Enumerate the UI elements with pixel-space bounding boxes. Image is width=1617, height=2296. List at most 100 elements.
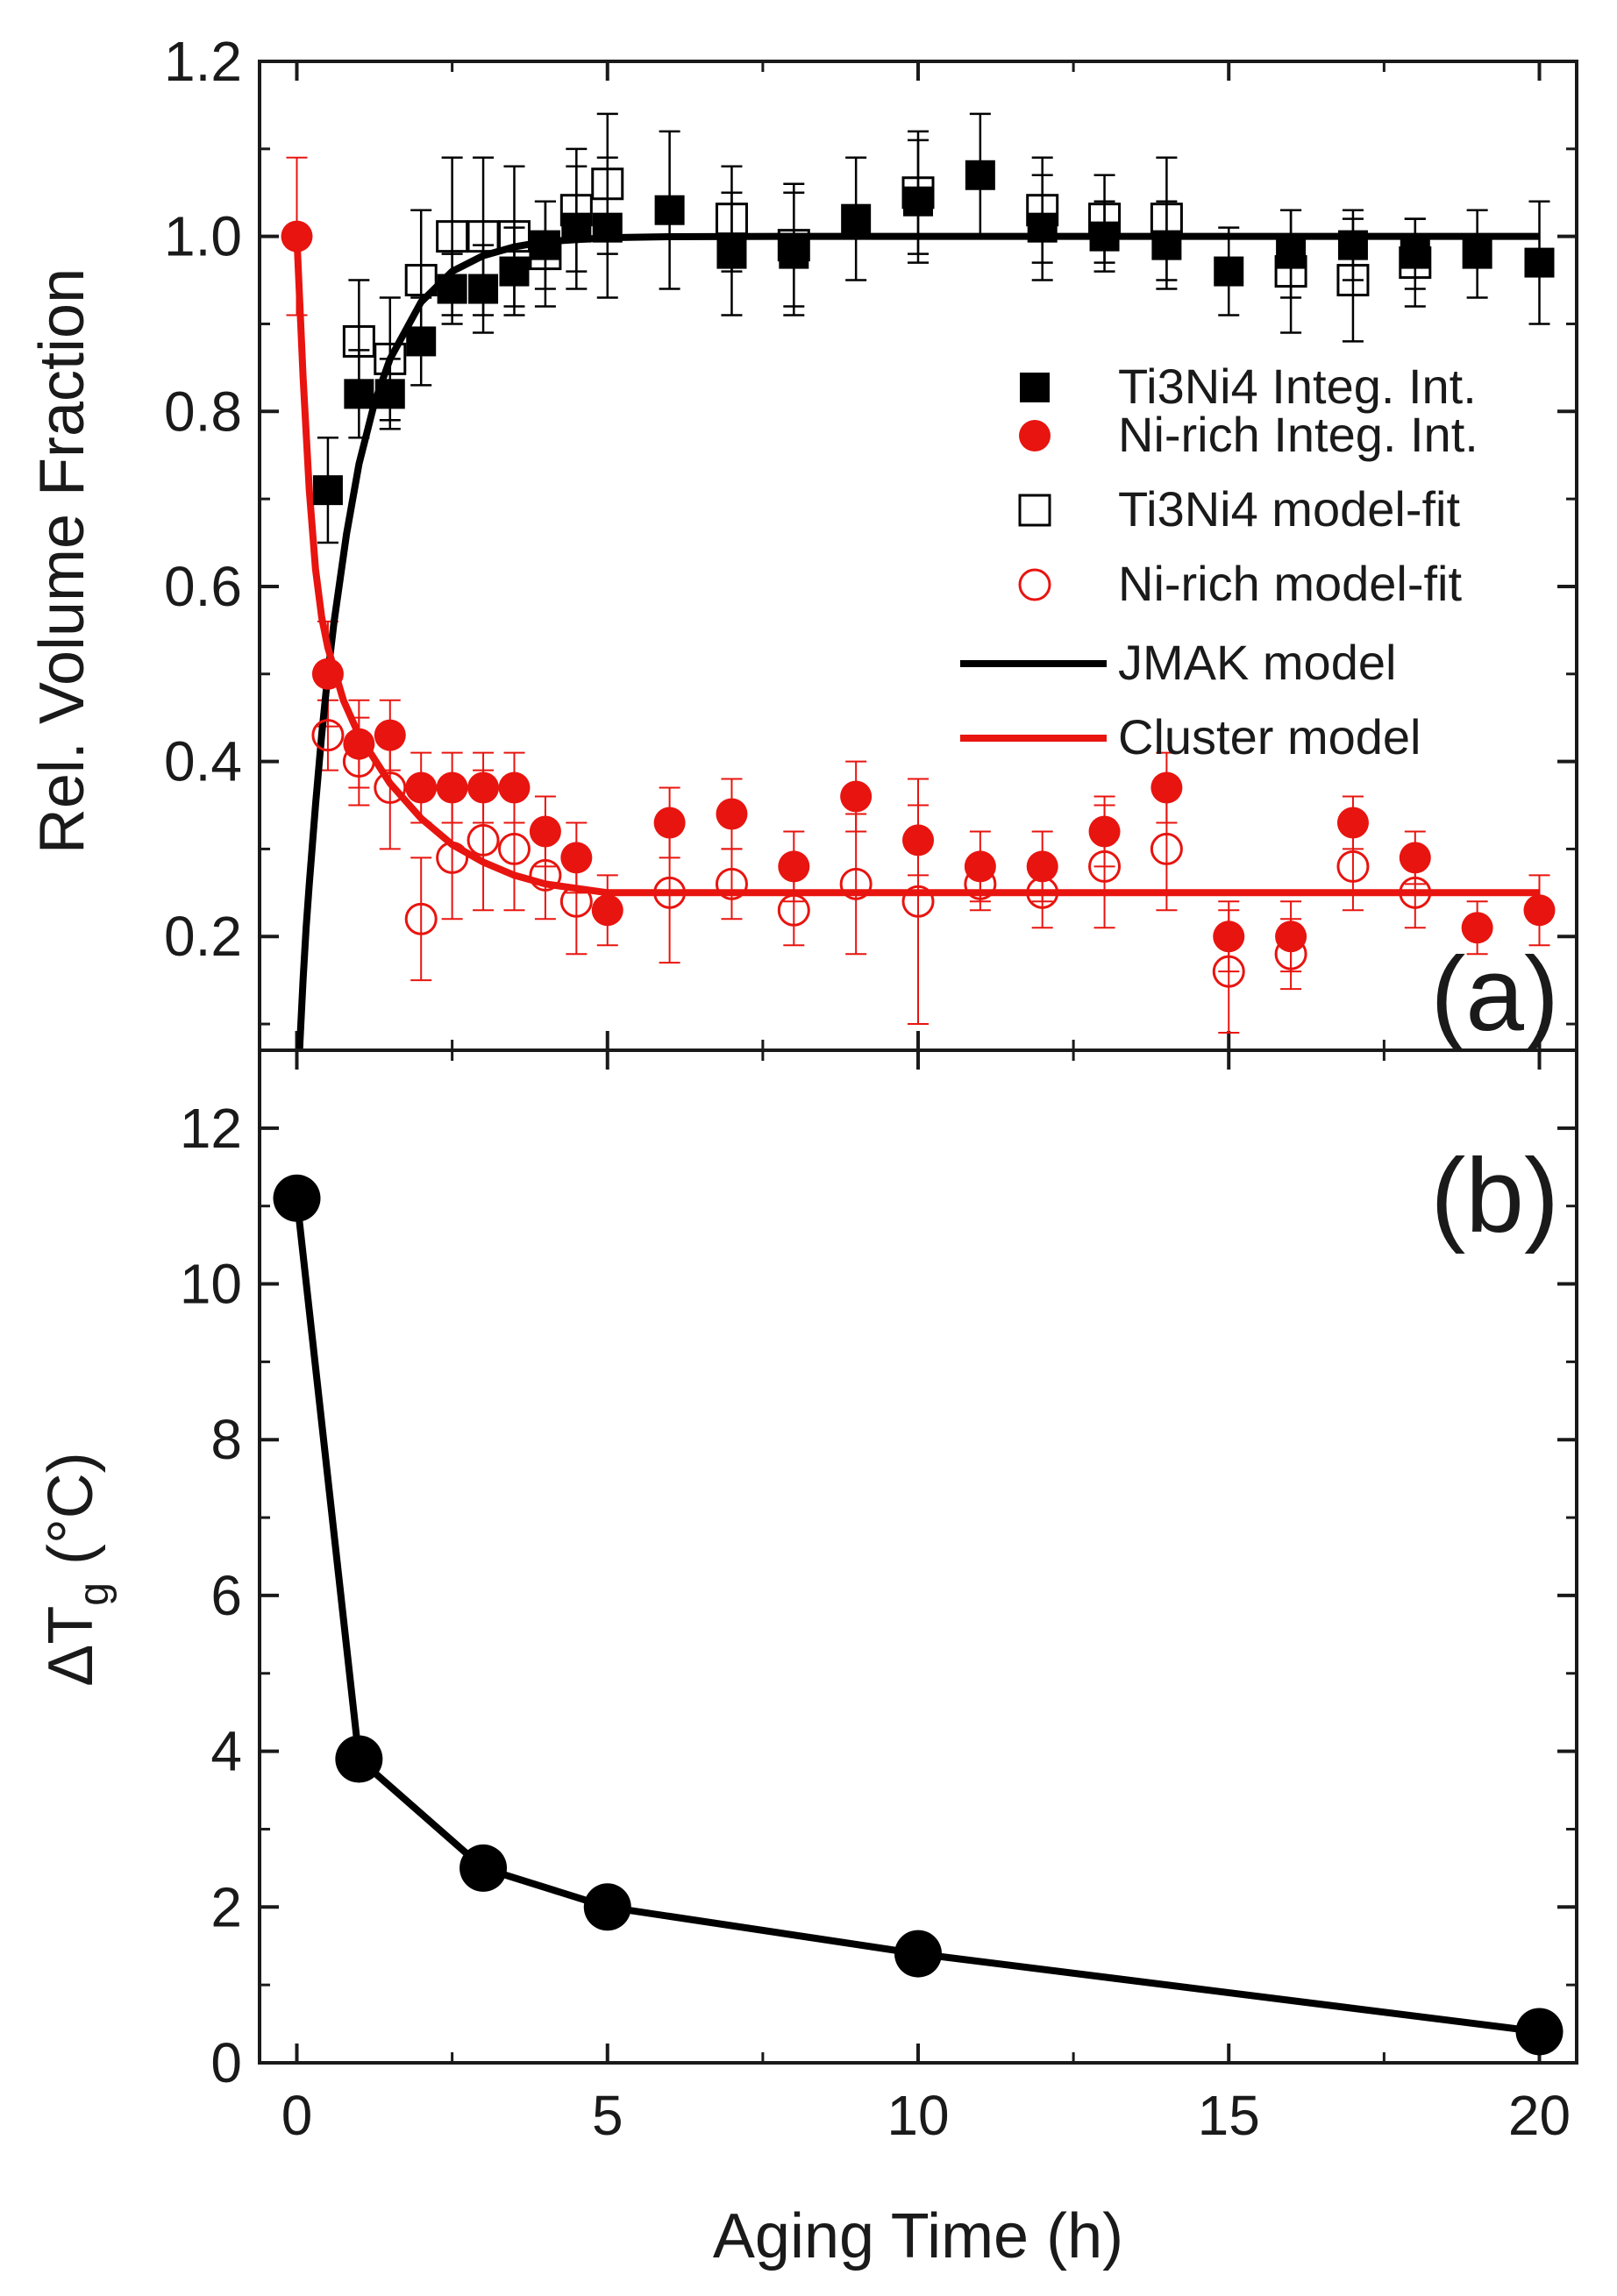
- ti3ni4-integ-point: [779, 238, 809, 269]
- legend-symbol-open-square: [1018, 494, 1051, 527]
- legend-symbol-filled-circle: [1019, 420, 1051, 451]
- b-plot-area: [273, 1174, 1564, 2056]
- nirich-integ-point: [560, 842, 593, 874]
- legend-symbol-open-circle: [1018, 568, 1051, 601]
- nirich-modelfit-point: [467, 823, 500, 857]
- nirich-integ-point: [405, 771, 438, 804]
- nirich-modelfit-point: [715, 867, 748, 900]
- nirich-integ-point: [343, 728, 375, 760]
- delta-tg-point: [335, 1735, 383, 1783]
- nirich-integ-point: [716, 798, 748, 830]
- b-y-axis-title-main: ΔT: [36, 1606, 106, 1687]
- delta-tg-line: [293, 1198, 1540, 2036]
- delta-tg-point: [459, 1844, 508, 1892]
- ti3ni4-modelfit-point: [715, 203, 748, 236]
- nirich-modelfit-point: [1150, 832, 1183, 865]
- nirich-modelfit-point: [311, 719, 345, 752]
- ti3ni4-integ-point: [716, 238, 747, 269]
- ti3ni4-integ-point: [1089, 221, 1120, 252]
- b-xtick-label: 10: [887, 2084, 949, 2147]
- nirich-integ-point: [436, 771, 468, 804]
- nirich-integ-point: [902, 824, 934, 857]
- ti3ni4-integ-point: [437, 274, 467, 304]
- b-ytick-label: 8: [210, 1408, 242, 1471]
- ti3ni4-integ-point: [903, 186, 933, 217]
- ti3ni4-integ-point: [468, 274, 499, 304]
- panel-b: 0 2 4 6 8 10 12 0 5 10 15 20 ΔTg (°C) Aging Time (h…: [36, 1048, 1578, 2271]
- nirich-modelfit-point: [497, 832, 531, 865]
- b-ytick-label: 6: [210, 1564, 242, 1627]
- ti3ni4-integ-point: [841, 203, 872, 234]
- ti3ni4-integ-point: [312, 475, 343, 506]
- nirich-modelfit-point: [529, 858, 562, 892]
- nirich-modelfit-point: [653, 876, 687, 909]
- ti3ni4-integ-point: [1276, 238, 1307, 269]
- b-y-axis-title-sub: g: [71, 1582, 118, 1606]
- b-tick-labels: 0 2 4 6 8 10 12 0 5 10 15 20: [180, 1097, 1571, 2147]
- legend-label: Ti3Ni4 Integ. Int.: [1118, 359, 1477, 414]
- ti3ni4-integ-point: [1151, 230, 1182, 260]
- nirich-integ-point: [1026, 850, 1058, 883]
- nirich-modelfit-point: [901, 885, 935, 918]
- a-legend: Ti3Ni4 Integ. Int.Ni-rich Integ. Int. Ti3…: [960, 359, 1478, 764]
- nirich-integ-point: [1461, 912, 1493, 944]
- nirich-integ-point: [311, 658, 344, 690]
- b-y-axis-title: ΔTg (°C): [36, 1452, 118, 1687]
- nirich-integ-point: [840, 780, 873, 813]
- b-xtick-label: 15: [1198, 2084, 1260, 2147]
- ti3ni4-modelfit-point: [497, 220, 531, 253]
- b-ytick-label: 2: [210, 1875, 242, 1938]
- b-xtick-label: 5: [592, 2084, 623, 2147]
- nirich-integ-point: [964, 850, 996, 883]
- a-plot-area: [281, 112, 1556, 1050]
- a-y-tick-labels: 0.2 0.4 0.6 0.8 1.0 1.2: [164, 30, 242, 968]
- ti3ni4-integ-point: [1337, 230, 1368, 260]
- b-y-axis-title-unit: (°C): [36, 1452, 106, 1582]
- b-x-axis-title: Aging Time (h): [713, 2201, 1123, 2271]
- ti3ni4-integ-point: [374, 379, 405, 409]
- ti3ni4-modelfit-point: [342, 324, 375, 358]
- a-panel-label: (a): [1430, 935, 1559, 1053]
- nirich-integ-point: [1213, 921, 1245, 953]
- panel-a: 0.20.40.60.81.01.2 Rel. Volume Fraction …: [27, 30, 1578, 1053]
- a-ytick-label: 0.8: [164, 380, 242, 443]
- nirich-modelfit-point: [1212, 955, 1245, 988]
- ti3ni4-integ-point: [654, 195, 685, 225]
- delta-tg-point: [273, 1174, 321, 1222]
- legend-label: Ni-rich model-fit: [1118, 556, 1462, 611]
- nirich-modelfit-point: [1336, 849, 1370, 883]
- b-axis-ticks: [260, 1050, 1577, 2065]
- nirich-modelfit-point: [374, 771, 407, 805]
- nirich-integ-point: [467, 771, 500, 804]
- ti3ni4-modelfit-point: [591, 167, 624, 201]
- b-ytick-label: 4: [210, 1720, 242, 1783]
- ti3ni4-integ-point: [344, 379, 374, 409]
- nirich-integ-point: [1088, 815, 1121, 848]
- nirich-modelfit-point: [777, 893, 810, 927]
- a-ytick-label: 0.2: [164, 905, 242, 968]
- legend-label: JMAK model: [1118, 635, 1396, 690]
- nirich-integ-point: [591, 894, 623, 927]
- b-ytick-label: 0: [210, 2031, 242, 2094]
- nirich-integ-point: [653, 807, 686, 839]
- ti3ni4-modelfit-point: [1336, 264, 1370, 297]
- a-ytick-label: 1.2: [164, 30, 242, 93]
- ti3ni4-modelfit-point: [374, 342, 407, 375]
- a-ytick-label: 0.6: [164, 555, 242, 618]
- nirich-modelfit-point: [404, 902, 438, 935]
- nirich-integ-point: [778, 850, 810, 883]
- ti3ni4-integ-point: [1524, 247, 1555, 278]
- nirich-integ-point: [1399, 842, 1431, 874]
- ti3ni4-integ-point: [1400, 238, 1430, 269]
- nirich-modelfit-point: [559, 885, 593, 918]
- nirich-modelfit-point: [1088, 849, 1122, 883]
- delta-tg-point: [894, 1930, 942, 1978]
- b-ytick-label: 10: [180, 1253, 242, 1316]
- nirich-integ-point: [374, 719, 406, 751]
- b-xtick-label: 20: [1508, 2084, 1571, 2147]
- nirich-integ-point: [498, 771, 531, 804]
- b-axes-frame: [258, 1048, 1578, 2065]
- cluster-model-line: [293, 236, 1540, 897]
- delta-tg-point: [1515, 2008, 1564, 2056]
- nirich-integ-point: [1150, 771, 1183, 804]
